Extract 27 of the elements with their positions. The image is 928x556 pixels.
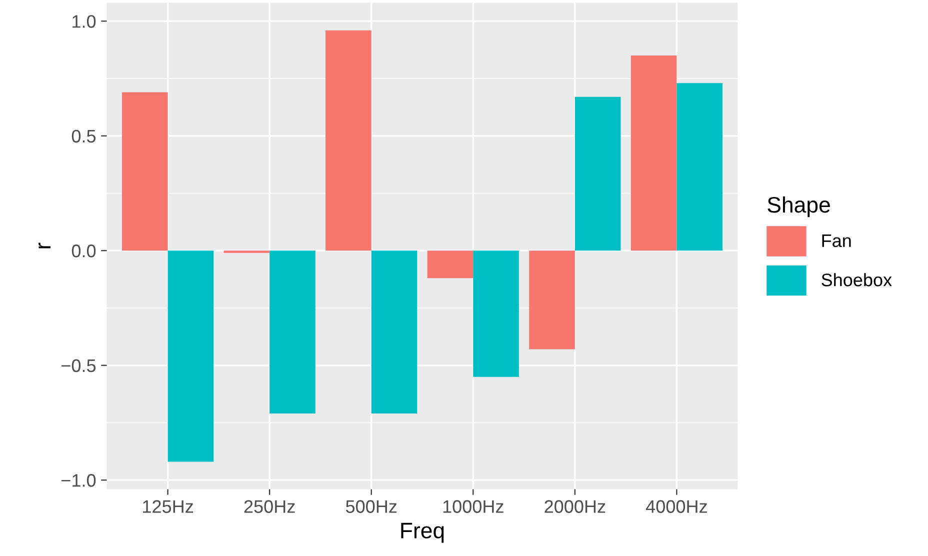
bar <box>371 250 418 414</box>
legend-label: Shoebox <box>822 273 892 286</box>
y-tick-label: 1.0 <box>72 15 96 28</box>
y-tick-label: −0.5 <box>62 359 96 372</box>
y-tick-label: 0.0 <box>72 244 96 258</box>
legend-title: Shape <box>768 196 830 218</box>
x-tick-label: 500Hz <box>346 500 397 513</box>
y-tick-label: 0.5 <box>72 130 96 143</box>
bar <box>122 92 168 251</box>
bar <box>630 56 677 251</box>
y-tick-label: −1.0 <box>62 474 96 487</box>
x-tick-label: 1000Hz <box>443 500 504 513</box>
bar <box>574 96 621 251</box>
x-tick-label: 250Hz <box>244 500 295 513</box>
y-axis-title: r <box>38 242 50 248</box>
bar <box>168 250 214 462</box>
bar <box>473 250 519 377</box>
x-tick-label: 125Hz <box>143 500 193 513</box>
bar <box>326 30 372 251</box>
bar <box>427 250 474 278</box>
bar <box>676 83 722 251</box>
bar <box>529 250 575 350</box>
legend-label: Fan <box>822 234 851 248</box>
x-axis-title: Freq <box>401 522 444 543</box>
bar <box>270 250 316 414</box>
x-tick-label: 4000Hz <box>646 500 707 513</box>
x-tick-label: 2000Hz <box>544 500 606 513</box>
